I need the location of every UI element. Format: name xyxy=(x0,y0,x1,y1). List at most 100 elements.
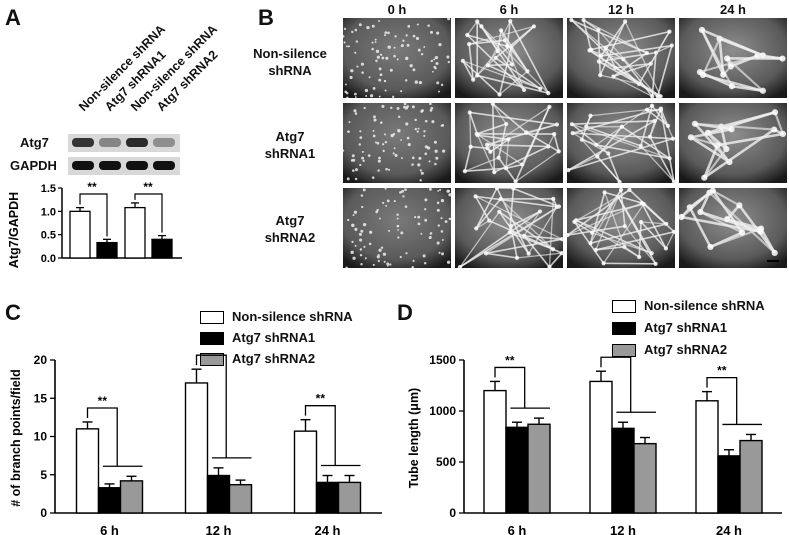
bar xyxy=(97,487,122,514)
bar xyxy=(228,483,253,514)
y-tick-label: 15 xyxy=(34,391,48,405)
y-tick-label: 0.0 xyxy=(41,253,56,265)
legend-label: Atg7 shRNA2 xyxy=(232,351,316,366)
band xyxy=(153,161,175,170)
y-axis-label: # of branch points/field xyxy=(9,369,23,507)
bar xyxy=(483,389,507,514)
time-label-0h: 0 h xyxy=(387,2,407,17)
significance-bracket xyxy=(79,193,108,237)
legend-swatch xyxy=(612,344,636,358)
band xyxy=(99,138,121,147)
bar xyxy=(315,481,340,514)
legend-swatch xyxy=(200,353,224,367)
blot-label-gapdh: GAPDH xyxy=(10,158,57,173)
significance-bracket xyxy=(304,405,336,466)
row-label-atg7-shrna2: Atg7 shRNA2 xyxy=(240,212,340,246)
row-label-atg7-shrna1: Atg7 shRNA1 xyxy=(240,128,340,162)
bar xyxy=(527,423,551,514)
legend-swatch xyxy=(612,300,636,314)
bar xyxy=(96,241,118,259)
significance-marker: ** xyxy=(611,350,621,357)
legend-item-shrna1: Atg7 shRNA1 xyxy=(612,320,727,338)
significance-marker: ** xyxy=(505,353,515,367)
panel-b-letter: B xyxy=(258,5,274,30)
y-tick-label: 5 xyxy=(40,468,47,482)
row-label-line: Atg7 xyxy=(275,213,305,228)
micrograph-image xyxy=(455,103,563,183)
band xyxy=(72,161,94,170)
time-label-6h: 6 h xyxy=(499,2,519,17)
bar xyxy=(69,210,91,259)
x-tick-label: 12 h xyxy=(610,523,636,535)
micrograph-image xyxy=(567,188,675,268)
legend-label: Non-silence shRNA xyxy=(644,298,765,313)
legend-swatch xyxy=(200,332,224,346)
micrograph-image xyxy=(567,103,675,183)
y-axis-label: Tube length (μm) xyxy=(407,388,421,488)
panel-d-letter: D xyxy=(397,300,413,325)
western-blot-atg7 xyxy=(68,134,180,152)
significance-marker: ** xyxy=(207,350,217,355)
bar xyxy=(739,439,763,514)
legend-swatch xyxy=(200,311,224,325)
legend-item-non-silence: Non-silence shRNA xyxy=(612,298,765,316)
y-tick-label: 0 xyxy=(449,506,456,520)
western-blot-gapdh xyxy=(68,157,180,175)
bar xyxy=(184,382,209,514)
micrograph-image xyxy=(567,18,675,98)
time-label-12h: 12 h xyxy=(607,2,634,17)
micrograph-image xyxy=(343,103,451,183)
significance-bracket xyxy=(494,366,526,409)
panel-c-letter: C xyxy=(5,300,21,325)
x-tick-label: 12 h xyxy=(205,523,231,535)
row-label-line: Atg7 xyxy=(275,129,305,144)
x-tick-label: 24 h xyxy=(314,523,340,535)
band xyxy=(126,138,148,147)
y-tick-label: 0.5 xyxy=(41,230,56,242)
row-label-line: shRNA2 xyxy=(264,230,316,245)
bar xyxy=(75,428,100,514)
significance-bracket xyxy=(134,193,163,233)
blot-label-atg7: Atg7 xyxy=(20,135,49,150)
significance-bracket xyxy=(600,356,632,413)
significance-marker: ** xyxy=(98,394,108,408)
bar xyxy=(124,206,146,259)
y-tick-label: 1500 xyxy=(429,353,456,367)
micrograph-image xyxy=(343,18,451,98)
band xyxy=(126,161,148,170)
x-tick-label: 6 h xyxy=(100,523,119,535)
significance-marker: ** xyxy=(87,180,97,194)
time-label-24h: 24 h xyxy=(719,2,746,17)
bar xyxy=(611,427,635,514)
bar xyxy=(119,480,144,514)
x-tick-label: 6 h xyxy=(508,523,527,535)
bar xyxy=(293,430,318,514)
significance-marker: ** xyxy=(717,364,727,378)
micrograph-image xyxy=(455,188,563,268)
micrograph-image xyxy=(679,188,787,268)
micrograph-image xyxy=(679,18,787,98)
y-tick-label: 500 xyxy=(436,455,456,469)
legend-item-non-silence: Non-silence shRNA xyxy=(200,309,353,327)
bar xyxy=(505,426,529,514)
bar xyxy=(337,481,362,514)
bar xyxy=(695,400,719,514)
significance-bracket xyxy=(195,354,227,458)
band xyxy=(153,138,175,147)
y-tick-label: 1000 xyxy=(429,404,456,418)
row-label-line: shRNA1 xyxy=(264,146,316,161)
legend-item-shrna2: Atg7 shRNA2 xyxy=(612,342,727,360)
legend-label: Non-silence shRNA xyxy=(232,309,353,324)
bar xyxy=(717,455,741,514)
chart-tube-length: Tube length (μm) 0 500 1000 1500 6 h 12 h 24 … xyxy=(407,350,782,535)
x-tick-label: 24 h xyxy=(716,523,742,535)
legend-label: Atg7 shRNA1 xyxy=(644,320,728,335)
band xyxy=(72,138,94,147)
y-tick-label: 1.5 xyxy=(41,183,56,195)
y-tick-label: 0 xyxy=(40,506,47,520)
significance-marker: ** xyxy=(143,180,153,194)
band xyxy=(99,161,121,170)
significance-marker: ** xyxy=(316,392,326,406)
micrograph-image xyxy=(343,188,451,268)
chart-atg7-gapdh: Atg7/GAPDH 0.0 0.5 1.0 1.5 ** ** xyxy=(7,180,182,268)
